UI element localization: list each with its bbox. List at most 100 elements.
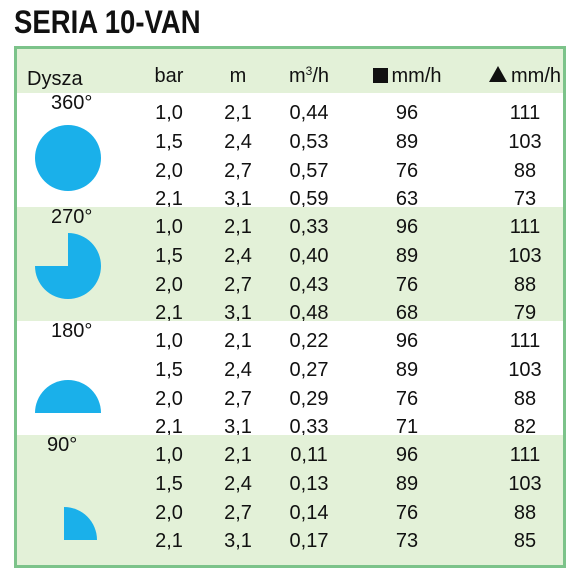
flow-cell: 0,44: [289, 102, 329, 124]
flow-cell: 0,33: [289, 216, 329, 238]
quarter-circle-icon: [63, 505, 99, 546]
triangle-rate-cell: 103: [508, 473, 542, 495]
pressure-cell: 2,0: [155, 160, 183, 182]
square-rate-cell: 96: [395, 444, 419, 466]
triangle-rate-cell: 85: [513, 530, 537, 552]
triangle-rate-cell: 88: [513, 274, 537, 296]
flow-cell: 0,59: [289, 188, 329, 210]
pressure-cell: 1,0: [155, 444, 183, 466]
radius-cell: 2,7: [224, 388, 252, 410]
radius-cell: 2,4: [224, 359, 252, 381]
arc-angle-label: 90°: [47, 434, 78, 456]
triangle-rate-cell: 111: [509, 444, 541, 466]
flow-cell: 0,13: [289, 473, 329, 495]
square-rate-cell: 89: [395, 131, 419, 153]
radius-cell: 3,1: [224, 530, 252, 552]
page-title: SERIA 10-VAN: [14, 4, 201, 40]
square-rate-cell: 68: [395, 302, 419, 324]
triangle-rate-cell: 73: [513, 188, 537, 210]
square-rate-cell: 96: [395, 216, 419, 238]
triangle-rate-cell: 103: [508, 131, 542, 153]
square-rate-cell: 89: [395, 245, 419, 267]
header-nozzle: Dysza: [27, 68, 83, 90]
radius-cell: 2,4: [224, 131, 252, 153]
triangle-rate-cell: 79: [513, 302, 537, 324]
pressure-cell: 2,1: [155, 416, 183, 438]
flow-cell: 0,29: [289, 388, 329, 410]
radius-cell: 2,7: [224, 502, 252, 524]
pressure-cell: 1,5: [155, 245, 183, 267]
pressure-cell: 2,1: [155, 302, 183, 324]
radius-cell: 2,7: [224, 160, 252, 182]
pressure-cell: 1,0: [155, 216, 183, 238]
flow-cell: 0,11: [290, 444, 328, 466]
pressure-cell: 1,5: [155, 473, 183, 495]
flow-cell: 0,40: [289, 245, 329, 267]
radius-cell: 2,7: [224, 274, 252, 296]
pressure-cell: 1,0: [155, 102, 183, 124]
triangle-rate-cell: 103: [508, 359, 542, 381]
square-rate-cell: 76: [395, 388, 419, 410]
square-rate-cell: 76: [395, 160, 419, 182]
flow-cell: 0,53: [289, 131, 329, 153]
radius-cell: 2,1: [224, 102, 252, 124]
square-icon: [372, 68, 388, 83]
arc-angle-label: 360°: [51, 92, 93, 114]
square-rate-cell: 96: [395, 330, 419, 352]
triangle-icon: [489, 66, 507, 82]
triangle-rate-cell: 111: [509, 330, 541, 352]
radius-cell: 2,1: [224, 216, 252, 238]
table-header: Dysza bar m m3/h mm/h mm/h: [17, 49, 563, 93]
arc-angle-label: 270°: [51, 206, 93, 228]
radius-cell: 2,1: [224, 330, 252, 352]
square-rate-cell: 96: [395, 102, 419, 124]
square-rate-cell: 89: [395, 359, 419, 381]
nozzle-section: 270° 1,0 2,1 0,33 96 111 1,5 2,4 0,40 89 103 2,0 2,7…: [17, 206, 563, 324]
radius-cell: 2,1: [224, 444, 252, 466]
pressure-cell: 2,0: [155, 502, 183, 524]
triangle-rate-cell: 88: [513, 502, 537, 524]
pressure-cell: 1,5: [155, 359, 183, 381]
flow-cell: 0,17: [289, 530, 329, 552]
radius-cell: 2,4: [224, 473, 252, 495]
pressure-cell: 1,0: [155, 330, 183, 352]
flow-cell: 0,43: [289, 274, 329, 296]
nozzle-section: 180° 1,0 2,1 0,22 96 111 1,5 2,4 0,27 89 103 2,0 2,7…: [17, 320, 563, 438]
radius-cell: 3,1: [224, 416, 252, 438]
pressure-cell: 2,1: [155, 188, 183, 210]
arc-angle-label: 180°: [51, 320, 93, 342]
radius-cell: 2,4: [224, 245, 252, 267]
flow-cell: 0,33: [289, 416, 329, 438]
half-circle-icon: [33, 378, 103, 419]
triangle-rate-cell: 88: [513, 388, 537, 410]
triangle-rate-cell: 111: [509, 102, 541, 124]
pressure-cell: 2,1: [155, 530, 183, 552]
nozzle-section: 90° 1,0 2,1 0,11 96 111 1,5 2,4 0,13 89 103 2,0 2,7 0…: [17, 435, 563, 565]
pressure-cell: 2,0: [155, 388, 183, 410]
nozzle-table: Dysza bar m m3/h mm/h mm/h 360° 1,0 2,1 0,4…: [14, 46, 566, 568]
flow-cell: 0,14: [289, 502, 329, 524]
square-rate-cell: 76: [395, 274, 419, 296]
radius-cell: 3,1: [224, 188, 252, 210]
flow-cell: 0,27: [289, 359, 329, 381]
triangle-rate-cell: 111: [509, 216, 541, 238]
header-triangle-rate: mm/h: [475, 66, 575, 86]
triangle-rate-cell: 82: [513, 416, 537, 438]
radius-cell: 3,1: [224, 302, 252, 324]
header-m: m: [229, 65, 247, 87]
square-rate-cell: 73: [395, 530, 419, 552]
flow-cell: 0,57: [289, 160, 329, 182]
header-flow: m3/h: [288, 64, 330, 87]
pressure-cell: 2,0: [155, 274, 183, 296]
flow-cell: 0,48: [289, 302, 329, 324]
flow-cell: 0,22: [289, 330, 329, 352]
header-bar: bar: [154, 65, 184, 87]
three-quarter-circle-icon: [33, 231, 103, 306]
triangle-rate-cell: 103: [508, 245, 542, 267]
pressure-cell: 1,5: [155, 131, 183, 153]
full-circle-icon: [33, 123, 103, 198]
square-rate-cell: 71: [395, 416, 419, 438]
triangle-rate-cell: 88: [513, 160, 537, 182]
nozzle-section: 360° 1,0 2,1 0,44 96 111 1,5 2,4 0,53 89 103 2,0 2,7…: [17, 92, 563, 210]
header-square-rate: mm/h: [357, 66, 457, 86]
